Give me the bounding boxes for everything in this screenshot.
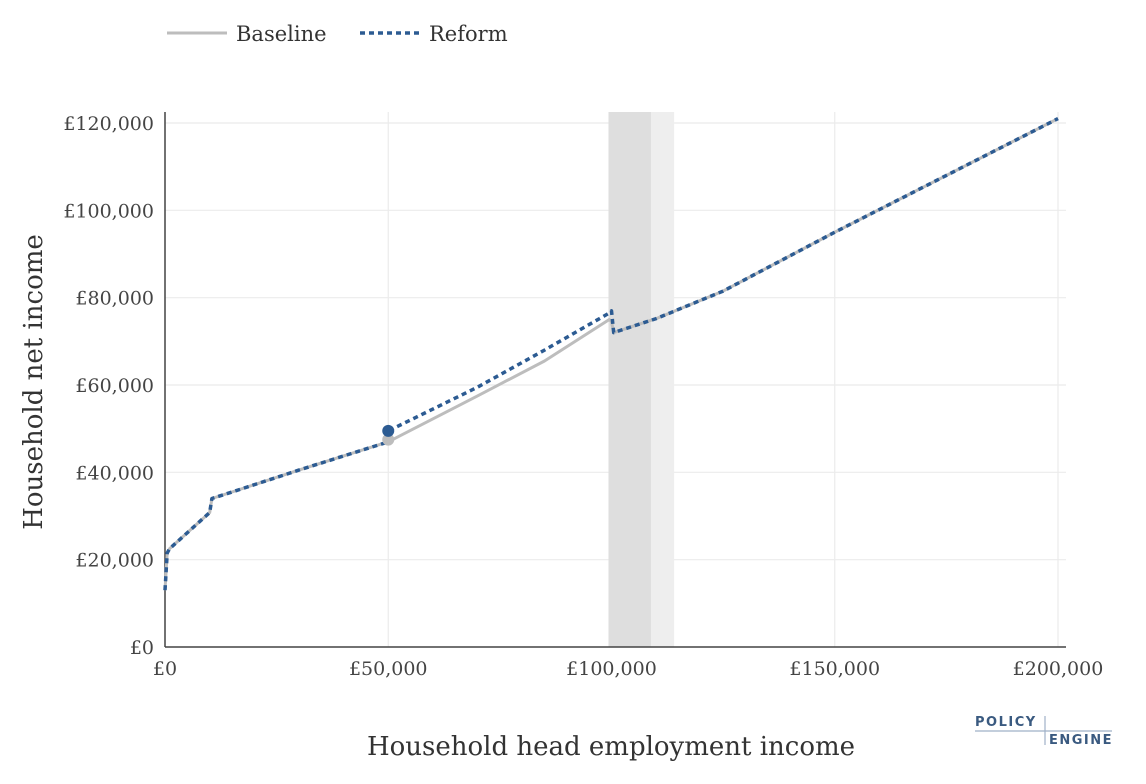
y-tick-label: £120,000 bbox=[63, 113, 154, 135]
x-tick-label: £0 bbox=[153, 658, 177, 680]
shaded-region bbox=[608, 112, 654, 647]
legend-label: Reform bbox=[429, 22, 508, 46]
legend-label: Baseline bbox=[236, 22, 327, 46]
x-tick-label: £150,000 bbox=[789, 658, 880, 680]
y-tick-label: £100,000 bbox=[63, 200, 154, 222]
data-point-reform bbox=[382, 424, 395, 437]
x-tick-label: £50,000 bbox=[349, 658, 428, 680]
y-tick-label: £80,000 bbox=[75, 288, 154, 310]
logo-line1: POLICY bbox=[975, 715, 1037, 730]
y-axis-title: Household net income bbox=[19, 234, 49, 530]
x-axis-title: Household head employment income bbox=[367, 732, 855, 762]
x-tick-label: £100,000 bbox=[566, 658, 657, 680]
tick-labels: £0 £50,000 £100,000 £150,000 £200,000 £0 £20,0… bbox=[63, 113, 1103, 680]
data-series bbox=[163, 117, 1059, 591]
y-tick-label: £20,000 bbox=[75, 550, 154, 572]
legend[interactable]: Baseline Reform bbox=[167, 22, 508, 46]
x-tick-label: £200,000 bbox=[1013, 658, 1104, 680]
shaded-region bbox=[650, 112, 675, 647]
legend-item-reform[interactable]: Reform bbox=[360, 22, 508, 46]
policyengine-logo: POLICY ENGINE bbox=[975, 715, 1113, 748]
axes bbox=[164, 112, 1066, 648]
y-tick-label: £0 bbox=[130, 637, 154, 659]
series-line-baseline bbox=[163, 117, 1059, 591]
logo-line2: ENGINE bbox=[1049, 733, 1113, 748]
data-point-baseline bbox=[382, 433, 395, 446]
shaded-regions bbox=[608, 112, 675, 647]
y-tick-label: £40,000 bbox=[75, 462, 154, 484]
y-tick-label: £60,000 bbox=[75, 375, 154, 397]
legend-item-baseline[interactable]: Baseline bbox=[167, 22, 327, 46]
data-markers bbox=[382, 424, 395, 446]
series-line-reform bbox=[163, 117, 1059, 591]
